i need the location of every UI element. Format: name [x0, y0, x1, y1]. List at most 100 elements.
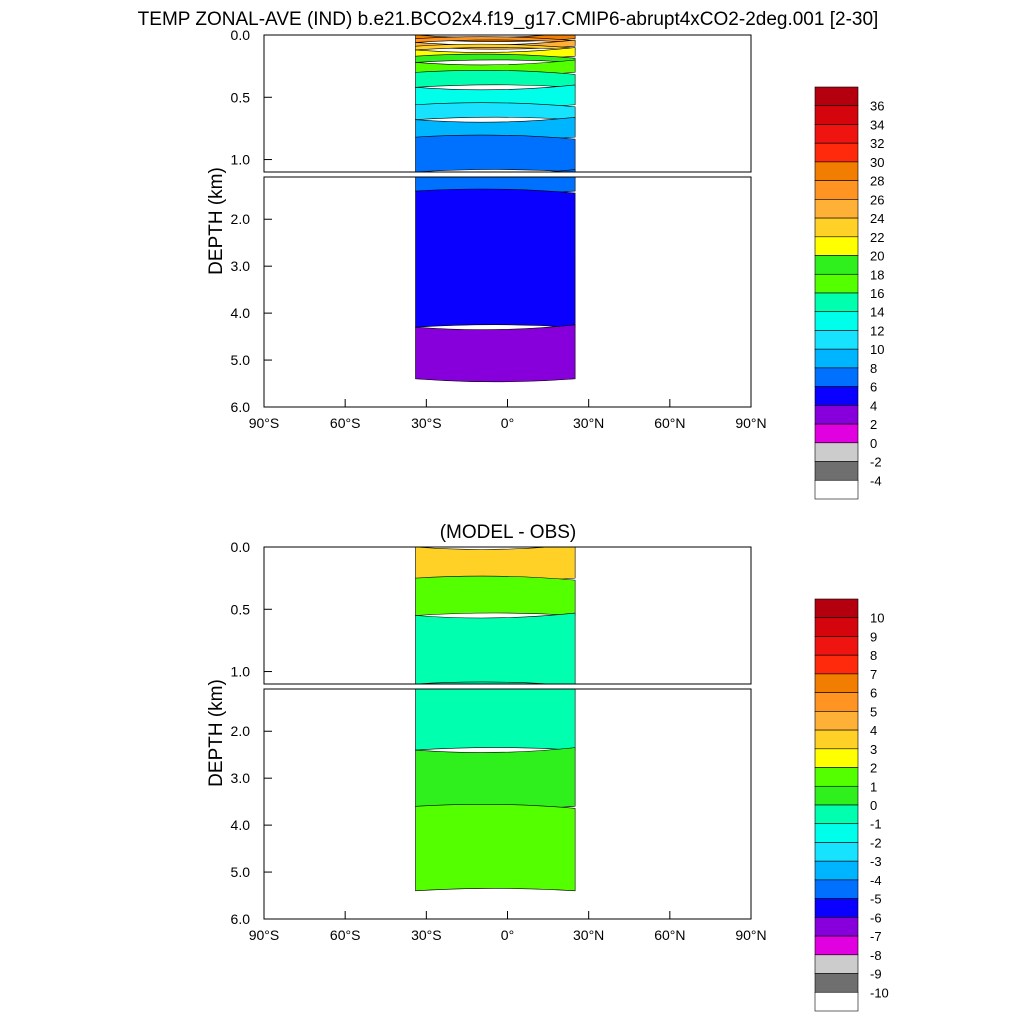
colorbar-swatch	[814, 330, 859, 350]
colorbar-swatch	[814, 991, 859, 1012]
y-tick-label: 0.5	[231, 89, 251, 105]
colorbar-label: -8	[870, 948, 882, 963]
colorbar-label: 6	[870, 686, 877, 701]
colorbar-label: 24	[870, 211, 884, 226]
y-tick-label: 4.0	[231, 305, 251, 321]
colorbar-label: -6	[870, 910, 882, 925]
colorbar-swatch	[814, 748, 859, 768]
contour-band	[415, 547, 576, 582]
colorbar-swatch	[814, 273, 859, 294]
colorbar-label: 10	[870, 611, 884, 626]
colorbar-label: 34	[870, 117, 884, 132]
colorbar-label: -10	[870, 985, 889, 1000]
x-tick-label: 90°N	[735, 415, 766, 431]
contour-band	[415, 803, 576, 892]
colorbar-label: -9	[870, 967, 882, 982]
colorbar-label: 36	[870, 99, 884, 114]
y-tick-label: 0.5	[231, 601, 251, 617]
contour-band	[415, 681, 576, 751]
x-tick-label: 90°S	[249, 927, 280, 943]
colorbar-label: 2	[870, 417, 877, 432]
colorbar-label: 12	[870, 323, 884, 338]
y-tick-label: 1.0	[231, 664, 251, 680]
contour-band	[415, 612, 576, 688]
colorbar-swatch	[814, 842, 859, 862]
colorbar-swatch	[814, 823, 859, 843]
colorbar-label: 16	[870, 286, 884, 301]
colorbar-swatch	[814, 692, 859, 712]
colorbar-label: 2	[870, 761, 877, 776]
colorbar-swatch	[814, 711, 859, 731]
colorbar-label: -5	[870, 892, 882, 907]
colorbar-swatch	[814, 461, 859, 481]
colorbar-label: 4	[870, 398, 877, 413]
colorbar-label: 6	[870, 380, 877, 395]
colorbar-label: 0	[870, 436, 877, 451]
colorbar-label: 4	[870, 723, 877, 738]
x-tick-label: 60°N	[654, 927, 685, 943]
colorbar-swatch	[814, 105, 859, 125]
colorbar-swatch	[814, 161, 859, 181]
temperature-panel: 0.0 0.5 1.0 2.0 3.0 4.0 5.0 6.090°S 60°S 30°S 0° 30…	[206, 27, 884, 500]
contour-band	[415, 134, 576, 173]
x-tick-label: 60°S	[330, 415, 361, 431]
y-tick-label: 5.0	[231, 864, 251, 880]
contour-band	[415, 102, 576, 121]
colorbar-swatch	[814, 236, 859, 256]
colorbar-swatch	[814, 767, 859, 787]
contour-band	[415, 69, 576, 88]
colorbar-swatch	[814, 423, 859, 444]
colorbar-swatch	[814, 785, 859, 806]
colorbar-swatch	[814, 142, 859, 163]
x-tick-label: 30°N	[573, 927, 604, 943]
y-tick-label: 0.0	[231, 539, 251, 555]
contour-band	[415, 575, 576, 616]
y-tick-label: 4.0	[231, 817, 251, 833]
colorbar-swatch	[814, 729, 859, 750]
contour-fill	[415, 547, 576, 892]
colorbar-swatch	[814, 654, 859, 675]
y-tick-label: 2.0	[231, 211, 251, 227]
colorbar-swatch	[814, 479, 859, 500]
y-tick-label: 2.0	[231, 723, 251, 739]
y-axis-label: DEPTH (km)	[206, 679, 227, 787]
y-tick-label: 3.0	[231, 258, 251, 274]
colorbar-swatch	[814, 879, 859, 899]
colorbar-swatch	[814, 86, 859, 107]
colorbar-label: 0	[870, 798, 877, 813]
colorbar-swatch	[814, 255, 859, 275]
colorbar-swatch	[814, 311, 859, 331]
colorbar-swatch	[814, 405, 859, 425]
colorbar-swatch	[814, 292, 859, 313]
colorbar-swatch	[814, 199, 859, 219]
colorbar-label: 1	[870, 779, 877, 794]
colorbar-swatch	[814, 598, 859, 619]
colorbar-swatch	[814, 367, 859, 387]
colorbar-label: -1	[870, 817, 882, 832]
x-tick-label: 0°	[501, 927, 514, 943]
colorbar-swatch	[814, 636, 859, 656]
colorbar-swatch	[814, 180, 859, 200]
colorbar-label: 26	[870, 192, 884, 207]
x-tick-label: 90°S	[249, 415, 280, 431]
colorbar-label: -4	[870, 873, 882, 888]
y-tick-label: 5.0	[231, 352, 251, 368]
figure-title: TEMP ZONAL-AVE (IND) b.e21.BCO2x4.f19_g1…	[138, 9, 879, 30]
colorbar-label: -2	[870, 835, 882, 850]
colorbar-label: -4	[870, 473, 882, 488]
y-tick-label: 6.0	[231, 399, 251, 415]
colorbar-label: 20	[870, 249, 884, 264]
colorbar-label: 10	[870, 342, 884, 357]
colorbar-label: 9	[870, 629, 877, 644]
contour-band	[415, 188, 576, 328]
upper-axes-frame	[263, 34, 752, 173]
colorbar-label: 28	[870, 174, 884, 189]
colorbar-swatch	[814, 860, 859, 881]
colorbar-label: 7	[870, 667, 877, 682]
upper-axes-frame	[263, 546, 752, 685]
colorbar-label: 22	[870, 230, 884, 245]
colorbar-label: 8	[870, 648, 877, 663]
difference-panel-title: (MODEL - OBS)	[440, 522, 577, 543]
colorbar-swatch	[814, 673, 859, 693]
